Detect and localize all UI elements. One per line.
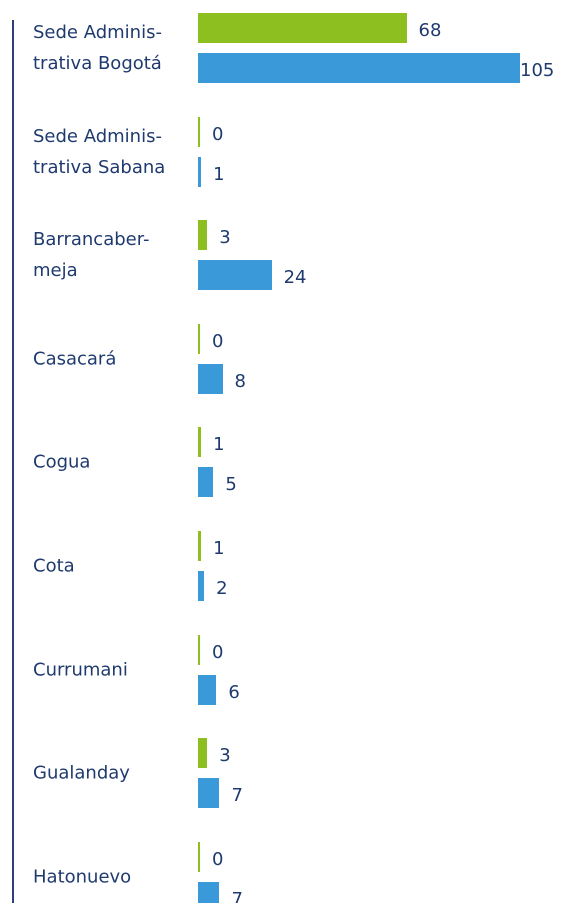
bar: [198, 571, 205, 601]
bar: [198, 363, 223, 394]
value-label: 0: [212, 641, 224, 663]
bar: [198, 323, 200, 354]
value-label: 1: [213, 163, 225, 185]
bar: [198, 881, 220, 903]
bar: [198, 738, 208, 769]
axis-line: [12, 20, 14, 903]
category-label: Cota: [33, 555, 75, 577]
value-label: 1: [213, 538, 225, 559]
value-label: 1: [213, 434, 225, 456]
value-label: 0: [212, 123, 224, 145]
category-label: Sede Adminis- trativa Sabana: [33, 125, 166, 178]
bar: [198, 841, 200, 872]
value-label: 7: [231, 888, 243, 903]
category-label: Sede Adminis- trativa Bogotá: [33, 22, 162, 74]
value-label: 3: [219, 745, 231, 767]
category-label: Casacará: [33, 348, 117, 370]
category-label: Hatonuevo: [33, 866, 132, 888]
bar: [198, 13, 407, 43]
bar: [198, 467, 214, 498]
value-label: 3: [219, 227, 231, 249]
bar: [198, 260, 272, 291]
bar: [198, 427, 202, 458]
category-label: Currumani: [33, 659, 128, 681]
bar: [198, 674, 217, 705]
value-label: 7: [231, 785, 243, 807]
value-label: 5: [225, 474, 237, 496]
value-label: 2: [216, 578, 228, 599]
bar: [198, 778, 220, 809]
bar: [198, 53, 520, 83]
category-label: Gualanday: [33, 762, 130, 784]
value-label: 0: [212, 848, 224, 870]
bar: [198, 220, 208, 251]
value-label: 24: [283, 267, 307, 289]
bar: [198, 156, 202, 187]
value-label: 0: [212, 330, 224, 352]
category-label: Cogua: [33, 451, 91, 473]
bar: [198, 116, 200, 147]
bar: [198, 531, 202, 561]
bar: [198, 634, 200, 665]
category-label: Barrancaber- meja: [33, 229, 150, 282]
value-label: 68: [418, 20, 442, 41]
value-label: 8: [234, 370, 246, 392]
value-label: 105: [520, 60, 555, 81]
value-label: 6: [228, 681, 240, 703]
